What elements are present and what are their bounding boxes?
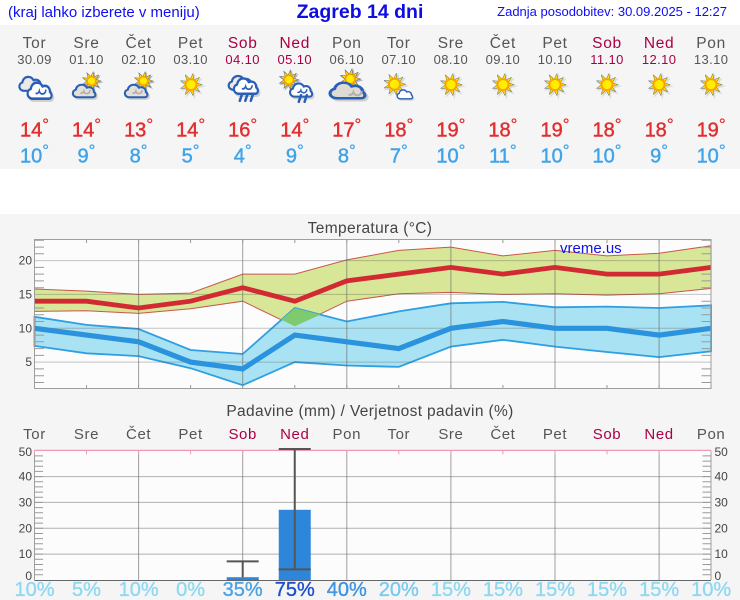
svg-text:40: 40 bbox=[715, 470, 729, 484]
svg-text:20: 20 bbox=[19, 521, 33, 535]
svg-text:30: 30 bbox=[19, 495, 33, 509]
svg-text:10: 10 bbox=[19, 547, 33, 561]
svg-text:10: 10 bbox=[715, 547, 729, 561]
svg-text:5: 5 bbox=[25, 355, 32, 369]
svg-text:15: 15 bbox=[19, 287, 33, 301]
svg-text:0: 0 bbox=[25, 569, 32, 583]
svg-text:50: 50 bbox=[19, 445, 33, 459]
svg-text:0: 0 bbox=[715, 569, 722, 583]
svg-text:20: 20 bbox=[19, 254, 33, 268]
svg-text:40: 40 bbox=[19, 470, 33, 484]
svg-text:20: 20 bbox=[715, 521, 729, 535]
svg-text:30: 30 bbox=[715, 495, 729, 509]
svg-text:10: 10 bbox=[19, 321, 33, 335]
svg-text:50: 50 bbox=[715, 445, 729, 459]
